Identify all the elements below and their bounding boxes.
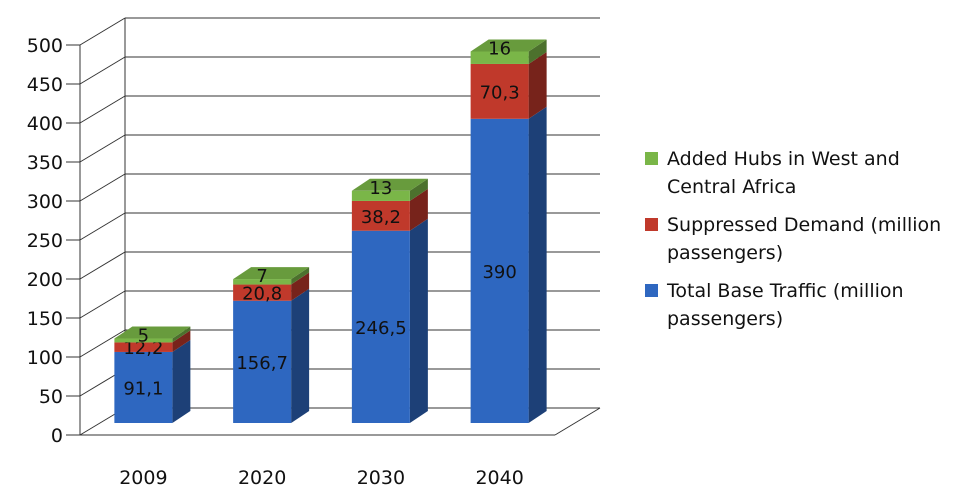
y-tick-label: 400 <box>27 113 63 135</box>
side-wall-gridline <box>79 56 126 85</box>
bar-segment <box>470 51 529 64</box>
bar-segment <box>233 300 292 423</box>
side-wall-gridline <box>79 17 126 46</box>
side-wall-gridline <box>79 251 126 280</box>
bar-top-face <box>114 326 191 339</box>
data-label: 38,2 <box>361 207 401 228</box>
bar-segment <box>470 118 529 424</box>
bar-side-face <box>172 330 191 352</box>
floor-right-edge <box>554 407 601 436</box>
y-tick-label: 250 <box>27 230 63 252</box>
bar-segment <box>470 63 529 119</box>
bar-segment <box>114 342 173 352</box>
bar-side-face <box>172 326 191 343</box>
bar-side-face <box>528 51 547 119</box>
bar-segment <box>351 200 410 231</box>
data-label: 7 <box>256 266 267 287</box>
y-tick-label: 150 <box>27 308 63 330</box>
y-tick-label: 200 <box>27 269 63 291</box>
y-tick-label: 0 <box>51 425 63 447</box>
data-label: 12,2 <box>123 338 163 359</box>
x-tick-label: 2009 <box>119 467 167 489</box>
side-wall-gridline <box>79 329 126 358</box>
bar-segment <box>233 279 292 285</box>
legend: Added Hubs in West and Central Africa Su… <box>645 145 970 343</box>
bar-side-face <box>409 178 428 201</box>
legend-label-suppressed-demand-line1: Suppressed Demand (million <box>667 214 942 236</box>
bar-side-face <box>291 267 310 285</box>
side-wall-gridline <box>79 212 126 241</box>
y-tick-label: 300 <box>27 191 63 213</box>
bar-segment <box>114 351 173 423</box>
y-tick-label: 100 <box>27 347 63 369</box>
data-label: 390 <box>482 262 516 283</box>
bar-side-face <box>291 272 310 301</box>
bar-top-face <box>351 178 428 191</box>
bar-segment <box>351 190 410 201</box>
bar-segment <box>114 338 173 343</box>
legend-swatch-suppressed-demand <box>645 218 658 231</box>
legend-label-total-base-traffic-line2: passengers) <box>667 308 784 330</box>
x-tick-label: 2020 <box>238 467 286 489</box>
bar-side-face <box>528 106 547 424</box>
y-tick-label: 450 <box>27 74 63 96</box>
legend-label-suppressed-demand-line2: passengers) <box>667 242 784 264</box>
bar-side-face <box>291 288 310 423</box>
bar-top-face <box>233 267 310 280</box>
legend-label-added-hubs-line2: Central Africa <box>667 176 797 198</box>
legend-label-total-base-traffic-line1: Total Base Traffic (million <box>667 280 904 302</box>
data-label: 20,8 <box>242 284 282 305</box>
side-wall-gridline <box>79 134 126 163</box>
bar-side-face <box>409 218 428 423</box>
bar-side-face <box>528 39 547 64</box>
data-label: 16 <box>488 38 511 59</box>
data-label: 156,7 <box>236 353 288 374</box>
data-label: 13 <box>369 178 392 199</box>
data-label: 246,5 <box>355 318 407 339</box>
bar-side-face <box>409 188 428 231</box>
legend-swatch-added-hubs <box>645 152 658 165</box>
data-label: 91,1 <box>123 378 163 399</box>
bar-top-face <box>470 39 547 52</box>
x-tick-label: 2040 <box>475 467 523 489</box>
y-tick-label: 350 <box>27 152 63 174</box>
side-wall-gridline <box>79 95 126 124</box>
bar-side-face <box>172 339 191 423</box>
legend-label-added-hubs-line1: Added Hubs in West and <box>667 148 900 170</box>
x-tick-label: 2030 <box>357 467 405 489</box>
legend-item-total-base-traffic: Total Base Traffic (million passengers) <box>645 277 970 333</box>
legend-swatch-total-base-traffic <box>645 284 658 297</box>
data-label: 70,3 <box>480 82 520 103</box>
legend-item-added-hubs: Added Hubs in West and Central Africa <box>645 145 970 201</box>
y-tick-label: 500 <box>27 35 63 57</box>
bar-segment <box>351 230 410 423</box>
side-wall-gridline <box>79 173 126 202</box>
data-label: 5 <box>138 326 149 347</box>
legend-item-suppressed-demand: Suppressed Demand (million passengers) <box>645 211 970 267</box>
side-wall-gridline <box>79 290 126 319</box>
bar-segment <box>233 284 292 301</box>
y-tick-label: 50 <box>39 386 63 408</box>
